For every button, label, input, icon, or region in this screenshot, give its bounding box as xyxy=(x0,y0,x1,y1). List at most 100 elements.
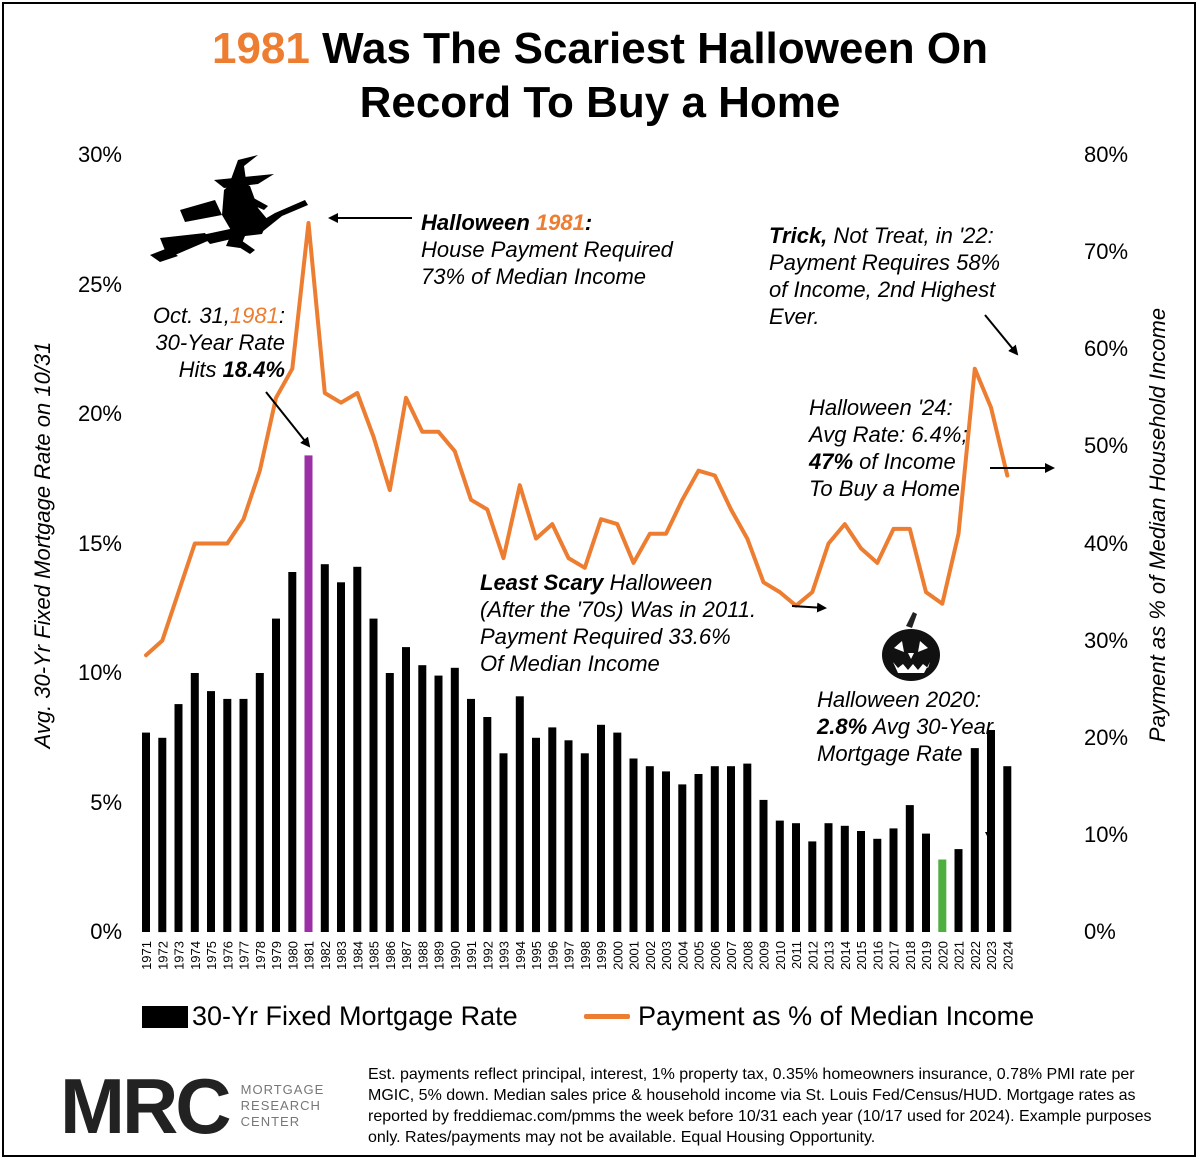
bar-1973 xyxy=(174,704,183,932)
legend-bar-label: 30-Yr Fixed Mortgage Rate xyxy=(192,1001,518,1031)
x-tick-label: 2010 xyxy=(773,941,788,970)
x-tick-label: 1974 xyxy=(188,941,203,970)
x-tick-label: 2024 xyxy=(1000,941,1015,970)
bar-2000 xyxy=(613,732,622,932)
bar-2004 xyxy=(678,784,687,932)
bar-1971 xyxy=(142,732,150,932)
bar-1987 xyxy=(402,647,410,932)
right-tick-label: 30% xyxy=(1084,627,1129,653)
x-tick-label: 1976 xyxy=(220,941,235,970)
legend-line: Payment as % of Median Income xyxy=(584,1001,1034,1032)
x-tick-label: 2000 xyxy=(610,941,625,970)
x-tick-label: 1997 xyxy=(562,941,577,970)
x-tick-label: 1975 xyxy=(204,941,219,970)
bar-1982 xyxy=(320,564,329,932)
x-tick-label: 1978 xyxy=(253,941,268,970)
annotation-least-scary: Least Scary Halloween (After the '70s) W… xyxy=(480,570,757,676)
bar-2022 xyxy=(970,748,979,932)
bar-2006 xyxy=(710,766,719,932)
x-tick-label: 2005 xyxy=(692,941,707,970)
x-tick-label: 2001 xyxy=(627,941,642,970)
right-tick-label: 80% xyxy=(1084,142,1129,167)
bar-1975 xyxy=(207,691,215,932)
x-tick-label: 1992 xyxy=(480,941,495,970)
bar-1994 xyxy=(515,696,524,932)
right-tick-label: 60% xyxy=(1084,336,1129,362)
x-tick-label: 1999 xyxy=(594,941,609,970)
legend-bar-swatch xyxy=(142,1005,188,1028)
bar-1977 xyxy=(239,698,248,932)
bar-2001 xyxy=(629,758,638,932)
x-tick-label: 1980 xyxy=(285,941,300,970)
x-tick-label: 2013 xyxy=(822,941,837,970)
x-tick-label: 1994 xyxy=(513,941,528,970)
x-tick-label: 1986 xyxy=(383,941,398,970)
right-tick-label: 20% xyxy=(1084,724,1129,750)
bar-2009 xyxy=(759,799,768,932)
right-tick-label: 70% xyxy=(1084,239,1129,265)
x-tick-label: 1989 xyxy=(432,941,447,970)
left-tick-label: 0% xyxy=(90,919,122,944)
legend-line-label: Payment as % of Median Income xyxy=(638,1001,1035,1031)
annotation-halloween-2020: Halloween 2020: 2.8% Avg 30-Year Mortgag… xyxy=(817,687,994,766)
bar-2007 xyxy=(727,766,735,932)
annotation-oct-31-1981: Oct. 31,1981: 30-Year Rate Hits 18.4% xyxy=(152,303,285,382)
bar-1988 xyxy=(418,665,427,932)
bar-1980 xyxy=(288,572,297,932)
left-tick-label: 15% xyxy=(77,530,122,556)
bar-1993 xyxy=(499,753,508,932)
bar-2002 xyxy=(645,766,654,932)
x-tick-label: 2008 xyxy=(740,941,755,970)
x-tick-label: 2023 xyxy=(984,941,999,970)
bar-2016 xyxy=(873,838,882,932)
bar-1976 xyxy=(223,698,232,932)
arrow-oct31 xyxy=(265,391,311,448)
x-tick-label: 1981 xyxy=(302,941,317,970)
right-tick-label: 40% xyxy=(1084,530,1129,556)
x-tick-label: 2015 xyxy=(854,941,869,970)
left-tick-label: 20% xyxy=(77,401,122,426)
bar-2014 xyxy=(840,825,849,932)
left-tick-label: 5% xyxy=(90,789,122,815)
witch-on-broom-icon xyxy=(150,155,308,262)
x-tick-label: 2003 xyxy=(659,941,674,970)
bar-1984 xyxy=(353,566,362,932)
left-tick-label: 30% xyxy=(77,142,122,167)
bar-2015 xyxy=(857,831,865,932)
bar-2010 xyxy=(775,820,784,932)
bar-1972 xyxy=(158,737,167,933)
bar-1989 xyxy=(434,675,443,932)
bar-2003 xyxy=(662,771,670,932)
payment-line xyxy=(144,221,1010,658)
legend-line-swatch xyxy=(584,1014,630,1019)
x-tick-label: 2009 xyxy=(757,941,772,970)
x-tick-label: 2020 xyxy=(935,941,950,970)
bar-1979 xyxy=(272,618,280,932)
arrow-trick22 xyxy=(984,314,1019,356)
bar-1981 xyxy=(304,455,313,932)
x-tick-label: 2004 xyxy=(675,941,690,970)
x-tick-label: 1985 xyxy=(367,941,382,970)
bar-2005 xyxy=(694,774,703,932)
mrc-logo: MRC MORTGAGE RESEARCH CENTER xyxy=(60,1066,324,1146)
bar-2008 xyxy=(743,763,752,932)
bar-2011 xyxy=(792,823,800,932)
x-tick-label: 2011 xyxy=(789,941,804,969)
x-tick-label: 2021 xyxy=(952,941,967,970)
bar-2020 xyxy=(938,859,947,932)
x-tick-label: 1998 xyxy=(578,941,593,970)
bar-1974 xyxy=(190,673,199,932)
title-line1: Was The Scariest Halloween On xyxy=(309,24,989,73)
footnote: Est. payments reflect principal, interes… xyxy=(368,1066,1152,1146)
bar-1998 xyxy=(580,753,589,932)
bar-2013 xyxy=(824,823,833,932)
bar-2012 xyxy=(808,841,817,932)
x-tick-label: 1995 xyxy=(529,941,544,970)
bar-1990 xyxy=(450,667,459,932)
bar-1996 xyxy=(548,727,557,932)
bar-1986 xyxy=(385,673,394,932)
x-tick-label: 2019 xyxy=(919,941,934,970)
x-tick-label: 1990 xyxy=(448,941,463,970)
